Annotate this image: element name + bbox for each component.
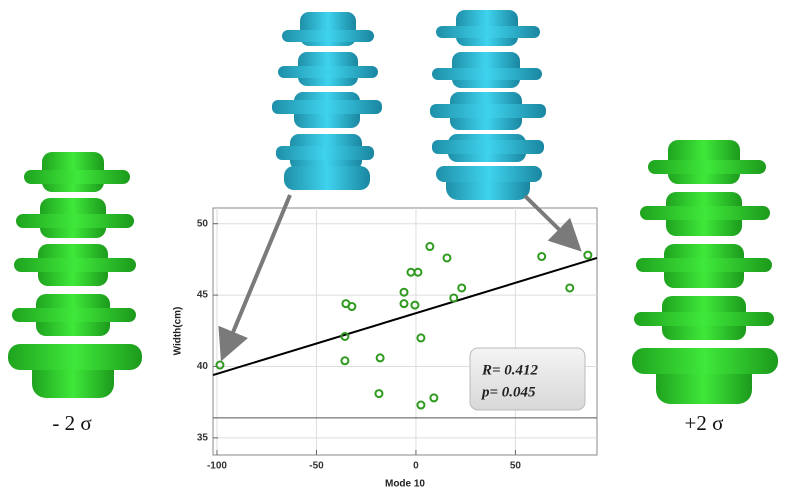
spine-right xyxy=(632,140,778,404)
point xyxy=(442,253,452,263)
stat-r: R= 0.412 xyxy=(481,362,539,378)
spine-left xyxy=(8,152,142,398)
point xyxy=(416,400,426,410)
point xyxy=(565,283,575,293)
y-tick-label: 40 xyxy=(197,361,209,372)
point xyxy=(410,300,420,310)
y-tick-label: 45 xyxy=(197,290,209,301)
point xyxy=(413,267,423,277)
arrow xyxy=(218,194,292,362)
plot-area: -100 -50 0 50 35 40 45 50 xyxy=(197,207,598,472)
x-axis-label: Mode 10 xyxy=(385,479,425,490)
x-tick-label: -50 xyxy=(309,461,324,472)
point xyxy=(340,356,350,366)
point xyxy=(215,360,225,370)
y-tick-label: 35 xyxy=(197,433,209,444)
point xyxy=(374,389,384,399)
point xyxy=(375,353,385,363)
point xyxy=(583,250,593,260)
regression-line xyxy=(212,257,598,377)
arrow xyxy=(523,194,582,252)
stat-p: p= 0.045 xyxy=(480,384,536,400)
x-tick-label: 50 xyxy=(510,461,522,472)
spine-top-right xyxy=(430,10,546,200)
point xyxy=(429,393,439,403)
x-tick-label: 0 xyxy=(413,461,419,472)
point xyxy=(425,242,435,252)
left-label: - 2 σ xyxy=(52,411,91,435)
point xyxy=(449,293,459,303)
plot-frame xyxy=(212,207,598,456)
point xyxy=(457,283,467,293)
stats-box xyxy=(469,347,586,411)
point xyxy=(399,299,409,309)
point xyxy=(416,333,426,343)
point xyxy=(347,302,357,312)
right-label: +2 σ xyxy=(685,411,724,435)
spine-top-left xyxy=(272,12,382,190)
y-axis-label: Width(cm) xyxy=(173,307,184,356)
y-tick-label: 50 xyxy=(197,218,209,229)
point xyxy=(340,331,350,341)
point xyxy=(399,287,409,297)
x-tick-label: -100 xyxy=(207,461,227,472)
point xyxy=(537,252,547,262)
